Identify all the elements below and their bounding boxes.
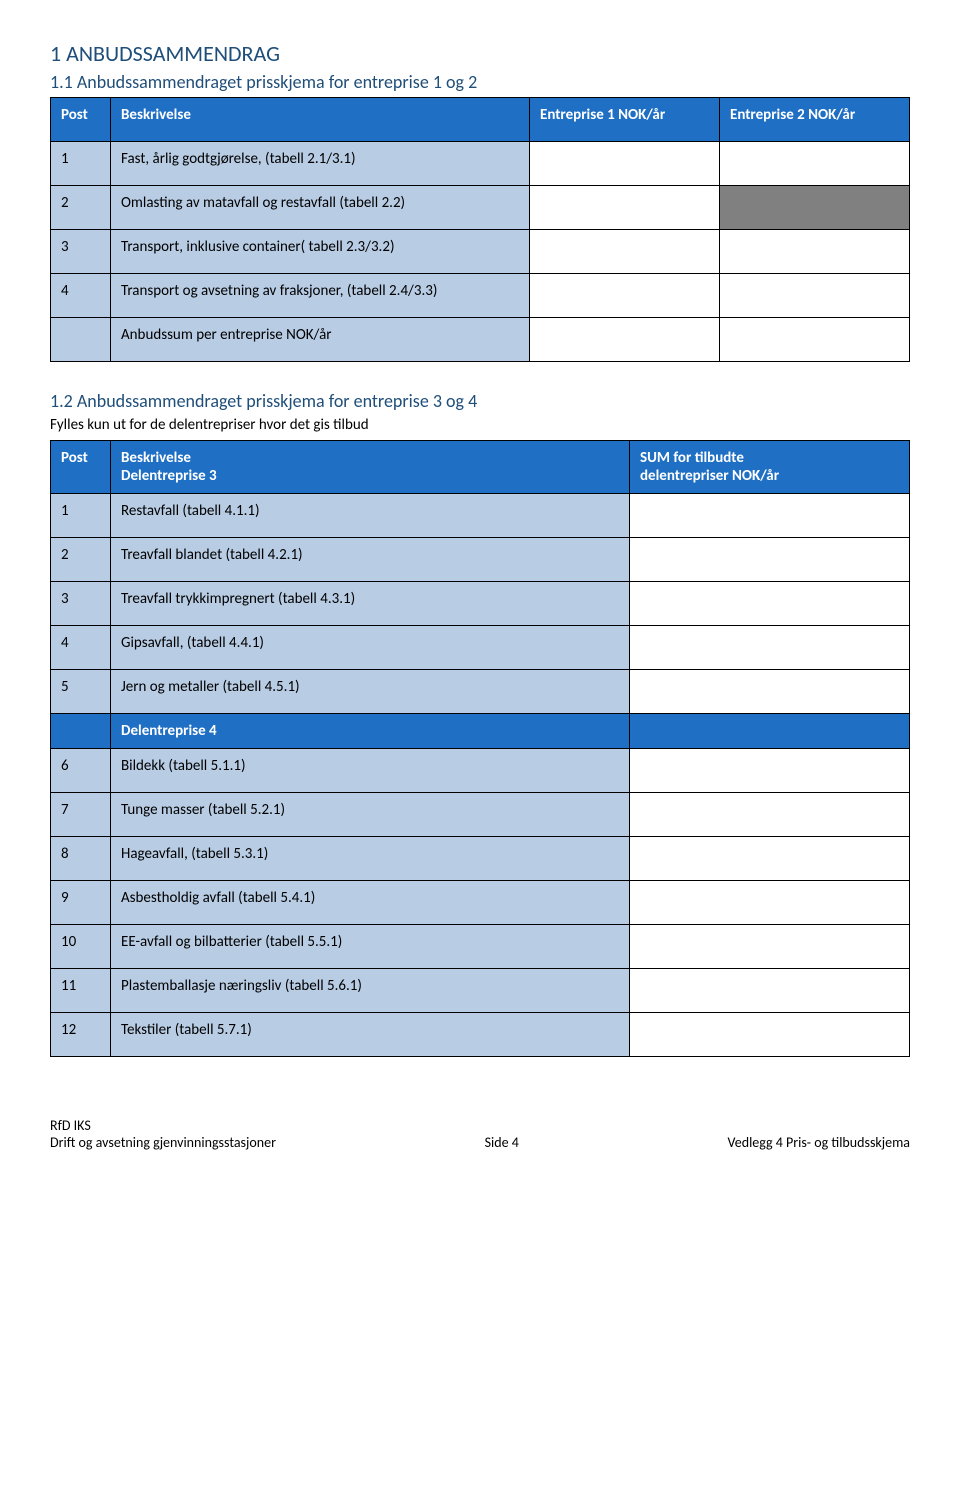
col-header-entreprise2: Entreprise 2 NOK/år: [720, 98, 910, 142]
table-row: 8Hageavfall, (tabell 5.3.1): [51, 837, 910, 881]
cell-post: 3: [51, 230, 111, 274]
table-row: 3Transport, inklusive container( tabell …: [51, 230, 910, 274]
cell-value-e1: [530, 274, 720, 318]
subtext-1-2: Fylles kun ut for de delentrepriser hvor…: [50, 416, 910, 434]
cell-post: 4: [51, 274, 111, 318]
footer-center: Side 4: [485, 1134, 519, 1151]
heading-1-1: 1.1 Anbudssammendraget prisskjema for en…: [50, 71, 910, 93]
cell-value: [630, 881, 910, 925]
cell-post: 10: [51, 925, 111, 969]
table-row: 11Plastemballasje næringsliv (tabell 5.6…: [51, 969, 910, 1013]
cell-value: [630, 1013, 910, 1057]
cell-post: 1: [51, 494, 111, 538]
heading-1: 1 ANBUDSSAMMENDRAG: [50, 40, 910, 67]
cell-description: Bildekk (tabell 5.1.1): [111, 749, 630, 793]
footer-right: Vedlegg 4 Pris- og tilbudsskjema: [728, 1134, 910, 1151]
cell-description: Anbudssum per entreprise NOK/år: [111, 318, 530, 362]
cell-description: Omlasting av matavfall og restavfall (ta…: [111, 186, 530, 230]
col-header-entreprise1: Entreprise 1 NOK/år: [530, 98, 720, 142]
cell-description: Fast, årlig godtgjørelse, (tabell 2.1/3.…: [111, 142, 530, 186]
table-row: 4Transport og avsetning av fraksjoner, (…: [51, 274, 910, 318]
cell-value-e1: [530, 230, 720, 274]
table-row: 2Omlasting av matavfall og restavfall (t…: [51, 186, 910, 230]
cell-post: [51, 318, 111, 362]
col-header-post: Post: [51, 98, 111, 142]
table-row: 1Restavfall (tabell 4.1.1): [51, 494, 910, 538]
subheader-blank: [51, 714, 111, 749]
cell-value-e1: [530, 186, 720, 230]
cell-value-e2: [720, 274, 910, 318]
cell-description: Tunge masser (tabell 5.2.1): [111, 793, 630, 837]
table-row: 10EE-avfall og bilbatterier (tabell 5.5.…: [51, 925, 910, 969]
cell-post: 6: [51, 749, 111, 793]
cell-value: [630, 538, 910, 582]
subheader-delentreprise4: Delentreprise 4: [111, 714, 630, 749]
cell-description: Restavfall (tabell 4.1.1): [111, 494, 630, 538]
cell-description: Treavfall blandet (tabell 4.2.1): [111, 538, 630, 582]
col-header-post: Post: [51, 441, 111, 494]
subheader-blank-val: [630, 714, 910, 749]
table-row: 12Tekstiler (tabell 5.7.1): [51, 1013, 910, 1057]
cell-description: EE-avfall og bilbatterier (tabell 5.5.1): [111, 925, 630, 969]
col-header-beskrivelse: Beskrivelse: [111, 98, 530, 142]
cell-value: [630, 494, 910, 538]
cell-post: 4: [51, 626, 111, 670]
table-row: 7Tunge masser (tabell 5.2.1): [51, 793, 910, 837]
cell-value-e2: [720, 142, 910, 186]
cell-description: Treavfall trykkimpregnert (tabell 4.3.1): [111, 582, 630, 626]
cell-value: [630, 969, 910, 1013]
cell-description: Jern og metaller (tabell 4.5.1): [111, 670, 630, 714]
cell-value: [630, 626, 910, 670]
table-row: 5Jern og metaller (tabell 4.5.1): [51, 670, 910, 714]
cell-value-e1: [530, 318, 720, 362]
table-row: 4Gipsavfall, (tabell 4.4.1): [51, 626, 910, 670]
cell-value: [630, 837, 910, 881]
cell-post: 7: [51, 793, 111, 837]
cell-post: 1: [51, 142, 111, 186]
cell-description: Tekstiler (tabell 5.7.1): [111, 1013, 630, 1057]
table-row: 6Bildekk (tabell 5.1.1): [51, 749, 910, 793]
col-header-beskrivelse: BeskrivelseDelentreprise 3: [111, 441, 630, 494]
cell-value-e1: [530, 142, 720, 186]
cell-post: 2: [51, 186, 111, 230]
cell-value-e2: [720, 318, 910, 362]
cell-value: [630, 582, 910, 626]
cell-post: 11: [51, 969, 111, 1013]
footer-left: RfD IKS Drift og avsetning gjenvinningss…: [50, 1117, 276, 1151]
table-row: 9Asbestholdig avfall (tabell 5.4.1): [51, 881, 910, 925]
cell-description: Hageavfall, (tabell 5.3.1): [111, 837, 630, 881]
cell-description: Transport og avsetning av fraksjoner, (t…: [111, 274, 530, 318]
heading-1-2: 1.2 Anbudssammendraget prisskjema for en…: [50, 390, 910, 412]
table-row: 3Treavfall trykkimpregnert (tabell 4.3.1…: [51, 582, 910, 626]
cell-post: 8: [51, 837, 111, 881]
cell-post: 12: [51, 1013, 111, 1057]
cell-post: 3: [51, 582, 111, 626]
page-footer: RfD IKS Drift og avsetning gjenvinningss…: [50, 1117, 910, 1151]
cell-description: Transport, inklusive container( tabell 2…: [111, 230, 530, 274]
cell-value: [630, 793, 910, 837]
table-row: Anbudssum per entreprise NOK/år: [51, 318, 910, 362]
table-entreprise-1-2: Post Beskrivelse Entreprise 1 NOK/år Ent…: [50, 97, 910, 362]
table-row: 1Fast, årlig godtgjørelse, (tabell 2.1/3…: [51, 142, 910, 186]
cell-post: 9: [51, 881, 111, 925]
cell-post: 2: [51, 538, 111, 582]
cell-value-e2: [720, 230, 910, 274]
cell-value: [630, 749, 910, 793]
col-header-sum: SUM for tilbudtedelentrepriser NOK/år: [630, 441, 910, 494]
table-row: 2Treavfall blandet (tabell 4.2.1): [51, 538, 910, 582]
cell-description: Asbestholdig avfall (tabell 5.4.1): [111, 881, 630, 925]
cell-value: [630, 670, 910, 714]
cell-value: [630, 925, 910, 969]
cell-description: Plastemballasje næringsliv (tabell 5.6.1…: [111, 969, 630, 1013]
cell-value-e2: [720, 186, 910, 230]
table-entreprise-3-4: Post BeskrivelseDelentreprise 3 SUM for …: [50, 440, 910, 1057]
cell-description: Gipsavfall, (tabell 4.4.1): [111, 626, 630, 670]
cell-post: 5: [51, 670, 111, 714]
